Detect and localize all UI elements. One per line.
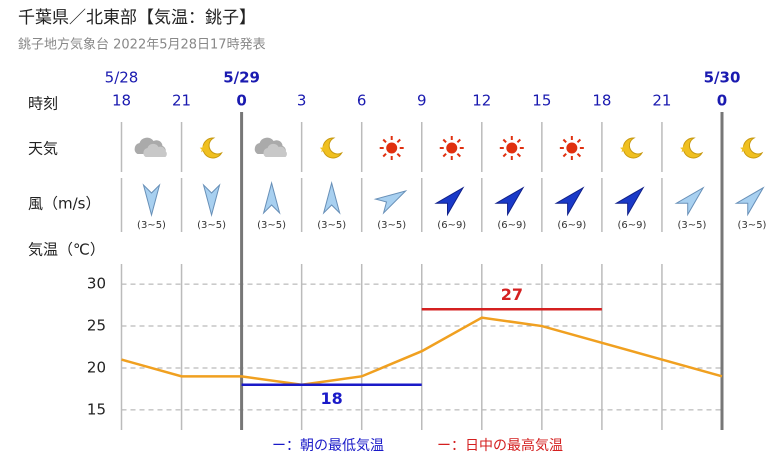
sun-ray (502, 152, 507, 158)
sun-ray (442, 138, 447, 144)
y-tick-label: 15 (87, 400, 106, 418)
wind-arrow (142, 183, 161, 217)
sun-ray (562, 138, 567, 144)
star (680, 145, 688, 153)
weather-icon (740, 137, 764, 159)
weather-icon (680, 137, 704, 159)
moon (742, 137, 764, 159)
moon (322, 137, 343, 159)
star (199, 145, 208, 153)
legend-entry: ー：日中の最高気温 (437, 437, 563, 454)
extreme-label: 18 (321, 389, 343, 408)
wind-speed: (6~9) (617, 220, 646, 231)
sun-ray (456, 138, 461, 144)
wind-arrow (674, 186, 705, 217)
weather-icon (499, 136, 524, 160)
wind-arrow (434, 186, 465, 217)
wind-speed: (3~5) (677, 220, 706, 231)
weather-icon (439, 136, 464, 160)
wind-arrow (373, 190, 408, 215)
weather-icon (199, 137, 223, 159)
wind-arrow (494, 186, 525, 217)
sun-ray (396, 152, 401, 158)
legend-entry: ー：朝の最低気温 (272, 438, 384, 454)
wind-speed: (6~9) (437, 220, 466, 231)
hour-label: 21 (172, 92, 191, 110)
wind-speed: (3~5) (377, 220, 406, 231)
star (740, 145, 748, 153)
row-label: 時刻 (28, 95, 58, 113)
hour-label: 6 (357, 92, 367, 110)
sun-ray (562, 152, 567, 158)
weather-icon (134, 137, 167, 157)
hour-label: 0 (236, 92, 246, 110)
hour-label: 9 (417, 92, 427, 110)
weather-icon (620, 137, 644, 159)
wind-speed: (6~9) (497, 220, 526, 231)
row-label: 気温（℃） (28, 241, 105, 259)
hour-label: 18 (592, 92, 611, 110)
wind-arrow (202, 183, 221, 217)
wind-arrow (734, 186, 765, 217)
moon (202, 137, 223, 159)
title: 千葉県／北東部【気温：銚子】 (18, 8, 256, 28)
weather-icon (379, 136, 404, 160)
wind-speed: (3~5) (197, 220, 226, 231)
sun-ray (502, 138, 507, 144)
sun-ray (516, 152, 521, 158)
wind-speed: (6~9) (557, 220, 586, 231)
sun (506, 142, 518, 154)
cloud (263, 143, 287, 157)
star (620, 145, 628, 153)
wind-arrow (554, 186, 585, 217)
sun-ray (382, 138, 387, 144)
extreme-label: 27 (501, 285, 523, 304)
sun-ray (382, 152, 387, 158)
sun (446, 142, 458, 154)
sun-ray (576, 138, 582, 144)
y-tick-label: 30 (87, 275, 106, 293)
sun-ray (516, 138, 521, 144)
wind-speed: (3~5) (317, 220, 346, 231)
moon (622, 137, 644, 159)
sun-ray (396, 138, 401, 144)
row-label: 天気 (28, 140, 58, 158)
wind-speed: (3~5) (137, 220, 166, 231)
sun (566, 142, 578, 154)
subtitle: 銚子地方気象台 2022年5月28日17時発表 (18, 37, 266, 53)
wind-speed: (3~5) (257, 220, 286, 231)
sun-ray (456, 152, 461, 158)
hour-label: 3 (297, 92, 307, 110)
y-tick-label: 25 (87, 317, 106, 335)
weather-icon (319, 137, 343, 159)
moon (682, 137, 704, 159)
sun (386, 142, 398, 154)
sun-ray (576, 152, 582, 158)
date-label: 5/30 (704, 69, 741, 87)
cloud (143, 143, 167, 157)
hour-label: 21 (652, 92, 671, 110)
wind-speed: (3~5) (738, 220, 767, 231)
wind-arrow (322, 181, 341, 215)
star (319, 145, 328, 153)
row-label: 風（m/s） (28, 195, 100, 213)
hour-label: 0 (717, 92, 727, 110)
y-tick-label: 20 (87, 358, 106, 376)
weather-icon (559, 136, 584, 160)
weather-icon (254, 137, 287, 157)
hour-label: 18 (112, 92, 131, 110)
hour-label: 15 (532, 92, 551, 110)
wind-arrow (614, 186, 645, 217)
date-label: 5/29 (223, 69, 260, 87)
date-label: 5/28 (105, 69, 139, 87)
temperature-line (121, 316, 723, 386)
sun-ray (442, 152, 447, 158)
hour-label: 12 (472, 92, 491, 110)
wind-arrow (262, 181, 281, 215)
